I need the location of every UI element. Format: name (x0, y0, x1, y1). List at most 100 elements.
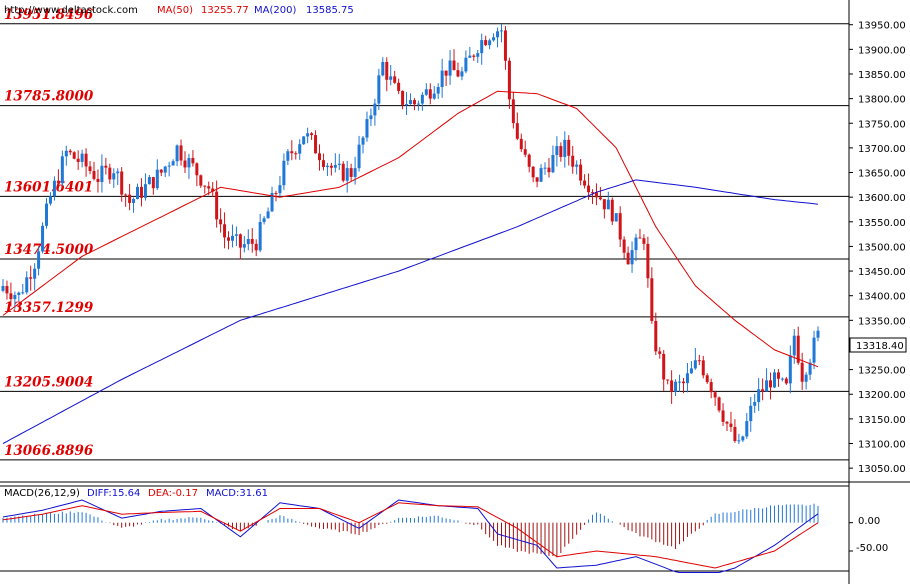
candle-body (72, 152, 76, 159)
candle-body (507, 60, 511, 100)
y-tick-label: 13150.00 (858, 415, 906, 426)
y-tick-label: 13800.00 (858, 95, 906, 106)
candle-body (456, 70, 460, 77)
candle-body (234, 234, 238, 236)
y-tick-label: 13350.00 (858, 316, 906, 327)
candle-body (136, 186, 140, 199)
candle-body (92, 171, 96, 179)
candle-body (499, 30, 503, 32)
candle-body (784, 378, 788, 384)
candle-body (278, 185, 282, 194)
candle-body (535, 177, 539, 182)
candle-body (151, 177, 155, 189)
candle-body (717, 397, 721, 411)
candle-body (547, 167, 551, 173)
candle-body (5, 286, 9, 294)
candle-body (227, 237, 231, 241)
candle-body (666, 379, 670, 381)
candle-body (464, 57, 468, 72)
candle-body (310, 133, 314, 136)
candle-body (183, 160, 187, 168)
candle-body (531, 166, 535, 178)
candle-body (219, 219, 223, 225)
candle-body (709, 382, 713, 393)
candle-body (515, 123, 519, 139)
candle-body (725, 421, 729, 424)
candle-body (68, 150, 72, 153)
candle-body (29, 277, 33, 279)
candle-body (365, 119, 369, 138)
candle-body (242, 244, 246, 248)
candle-body (480, 40, 484, 54)
candle-body (76, 158, 80, 162)
candle-body (674, 381, 678, 392)
candle-body (606, 199, 610, 210)
candle-body (681, 381, 685, 384)
candle-body (650, 278, 654, 321)
candle-body (519, 138, 523, 150)
candle-body (539, 168, 543, 182)
current-price-box (849, 337, 907, 353)
candle-body (808, 362, 812, 375)
candle-body (286, 151, 290, 161)
candle-body (590, 192, 594, 194)
y-tick-label: 13450.00 (858, 267, 906, 278)
level-label: 13357.1299 (4, 300, 94, 316)
candle-body (318, 153, 322, 161)
ma50-line (2, 90, 819, 368)
candle-body (662, 353, 666, 380)
level-label: 13951.8496 (4, 7, 94, 23)
candle-body (96, 178, 100, 182)
candle-body (211, 188, 215, 192)
candle-body (757, 389, 761, 403)
candle-body (630, 250, 634, 265)
candle-body (337, 163, 341, 165)
candle-body (270, 193, 274, 212)
macd-value-label: MACD:31.61 (206, 488, 268, 499)
candle-body (223, 224, 227, 238)
candle-body (290, 151, 294, 154)
candle-body (45, 203, 49, 226)
candle-body (397, 82, 401, 91)
candle-body (638, 237, 642, 239)
y-tick-label: 13550.00 (858, 218, 906, 229)
candle-body (1, 286, 5, 291)
candle-body (670, 380, 674, 392)
candle-body (21, 292, 25, 294)
candle-body (492, 37, 496, 41)
y-tick-label: 13950.00 (858, 21, 906, 32)
candle-body (405, 104, 409, 106)
candle-body (594, 192, 598, 198)
candle-body (124, 194, 128, 196)
ma200-label: MA(200) (254, 5, 296, 16)
candle-body (88, 166, 92, 172)
ma50-value: 13255.77 (201, 5, 249, 16)
candle-body (167, 165, 171, 167)
candle-body (116, 171, 120, 174)
ma200-value: 13585.75 (306, 5, 354, 16)
y-tick-label: 13200.00 (858, 390, 906, 401)
candle-body (567, 139, 571, 156)
candle-body (401, 90, 405, 105)
candle-body (132, 198, 136, 203)
current-price: 13318.40 (856, 341, 904, 352)
candle-body (333, 164, 337, 168)
source-url: http://www.deltastock.com (4, 5, 138, 16)
candle-body (393, 76, 397, 83)
candle-body (654, 320, 658, 352)
candle-body (80, 153, 84, 162)
candle-body (780, 378, 784, 380)
candle-body (298, 144, 302, 154)
candle-body (555, 146, 559, 156)
candle-body (179, 145, 183, 161)
candle-body (749, 405, 753, 422)
candle-body (614, 213, 618, 222)
ma200-line (2, 179, 819, 444)
candle-body (357, 144, 361, 169)
candle-body (274, 193, 278, 195)
candle-body (527, 154, 531, 167)
candle-body (104, 165, 108, 168)
candle-body (381, 61, 385, 76)
candle-body (523, 149, 527, 155)
